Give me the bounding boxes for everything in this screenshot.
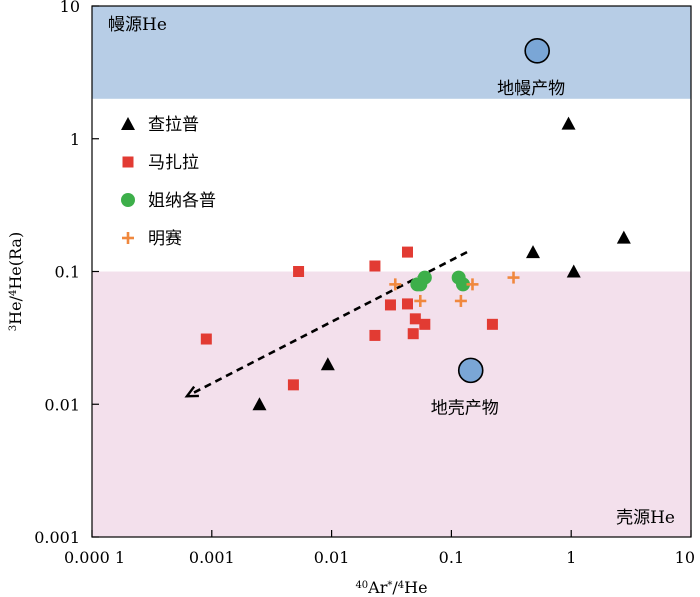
x-title-sup: 4 bbox=[398, 580, 404, 591]
legend-label: 马扎拉 bbox=[148, 153, 199, 173]
point-plus bbox=[454, 294, 467, 307]
point-plus bbox=[389, 278, 402, 291]
point-triangle bbox=[252, 397, 267, 411]
y-tick-label: 0.001 bbox=[34, 528, 80, 547]
point-triangle bbox=[320, 357, 335, 371]
point-square bbox=[419, 318, 431, 330]
x-axis-title: 40Ar*/4He bbox=[355, 578, 427, 597]
point-triangle bbox=[616, 230, 631, 244]
point-plus bbox=[414, 294, 427, 307]
x-title-sup: * bbox=[387, 580, 392, 591]
x-title-part: / bbox=[392, 578, 398, 597]
point-triangle bbox=[526, 245, 541, 259]
x-title-part: He bbox=[404, 578, 427, 597]
point-square bbox=[409, 313, 421, 325]
x-tick-label: 10 bbox=[675, 548, 695, 567]
y-tick-label: 0.1 bbox=[55, 263, 80, 282]
reference-label: 地壳产物 bbox=[431, 398, 499, 418]
y-title-part: He/ bbox=[6, 295, 25, 324]
point-plus bbox=[507, 271, 520, 284]
legend-marker bbox=[122, 156, 134, 168]
y-title-part: He(Ra) bbox=[6, 232, 25, 290]
axes: 0.000 1 0.001 0.01 0.1 1 100.0010.010.111040A… bbox=[6, 0, 695, 597]
legend-label: 明赛 bbox=[148, 228, 182, 249]
legend-marker bbox=[122, 232, 134, 244]
x-tick-label: 0.1 bbox=[439, 548, 464, 567]
point-square bbox=[401, 246, 413, 258]
region-label: 幔源He bbox=[108, 15, 167, 35]
data-marks bbox=[200, 116, 631, 411]
point-triangle bbox=[561, 116, 576, 130]
x-tick-label: 0.000 1 bbox=[64, 548, 125, 567]
arrow-head bbox=[184, 385, 199, 398]
y-tick-label: 1 bbox=[70, 130, 80, 149]
legend-marker bbox=[121, 193, 135, 207]
shaded-regions: 幔源He 壳源He bbox=[92, 6, 691, 537]
y-tick-label: 0.01 bbox=[44, 395, 80, 414]
x-title-sup: 40 bbox=[355, 580, 368, 591]
point-triangle bbox=[566, 264, 581, 278]
point-square bbox=[287, 379, 299, 391]
reference-circle bbox=[457, 357, 484, 384]
y-title-sup: 4 bbox=[8, 290, 19, 296]
point-circle bbox=[456, 277, 471, 292]
region-band bbox=[92, 6, 691, 99]
y-tick-label: 10 bbox=[60, 0, 80, 16]
point-square bbox=[401, 298, 413, 310]
x-title-part: Ar bbox=[367, 578, 388, 597]
region-band bbox=[92, 271, 691, 537]
region-label: 壳源He bbox=[616, 508, 675, 528]
y-title-sup: 3 bbox=[8, 325, 19, 331]
point-square bbox=[369, 260, 381, 272]
reference-circle bbox=[524, 37, 550, 64]
point-square bbox=[486, 318, 498, 330]
point-square bbox=[369, 329, 381, 341]
x-tick-label: 1 bbox=[566, 548, 576, 567]
y-axis-title: 3He/4He(Ra) bbox=[6, 232, 25, 331]
legend-marker bbox=[121, 117, 135, 130]
point-square bbox=[384, 299, 396, 311]
x-tick-label: 0.001 bbox=[189, 548, 235, 567]
point-plus bbox=[466, 278, 479, 291]
point-square bbox=[293, 266, 305, 277]
reference-label: 地幔产物 bbox=[497, 79, 565, 99]
x-tick-label: 0.01 bbox=[314, 548, 350, 567]
legend-label: 姐纳各普 bbox=[148, 191, 216, 211]
point-circle bbox=[417, 270, 432, 285]
point-square bbox=[407, 328, 419, 340]
point-square bbox=[200, 333, 212, 345]
legend-label: 查拉普 bbox=[148, 115, 199, 135]
